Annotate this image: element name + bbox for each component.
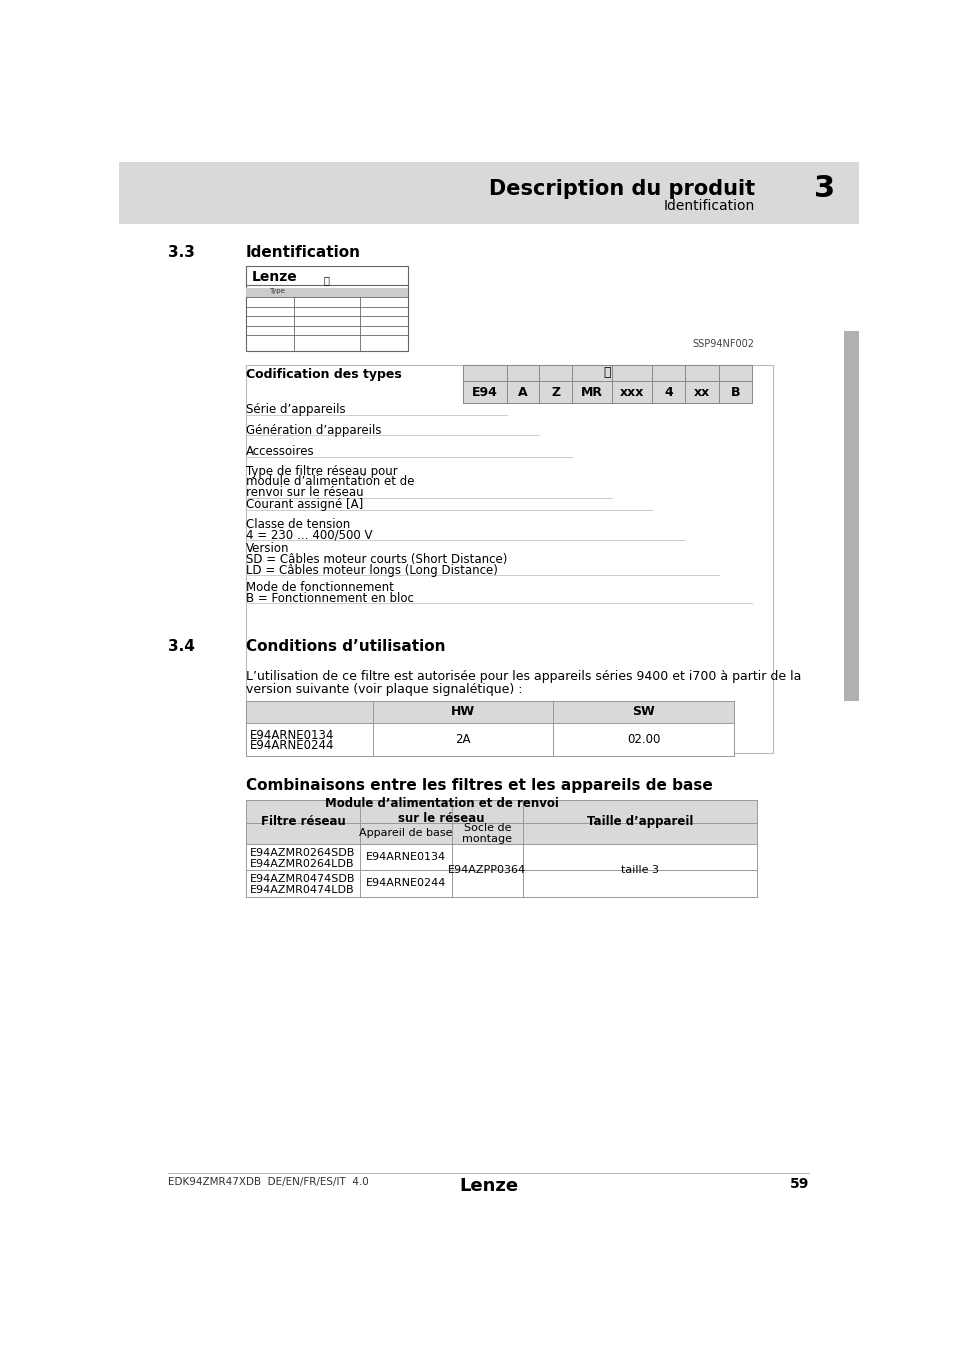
Text: HW: HW	[451, 705, 475, 718]
Text: EDK94ZMR47XDB  DE/EN/FR/ES/IT  4.0: EDK94ZMR47XDB DE/EN/FR/ES/IT 4.0	[168, 1177, 369, 1187]
Text: Socle de
montage: Socle de montage	[462, 822, 512, 844]
Text: renvoi sur le réseau: renvoi sur le réseau	[245, 486, 363, 500]
Bar	[245, 266, 408, 351]
Text: 3.3: 3.3	[168, 246, 194, 261]
Text: E94AZMR0474SDB: E94AZMR0474SDB	[249, 875, 355, 884]
Bar	[119, 162, 858, 224]
Text: ⓘ: ⓘ	[602, 366, 610, 379]
Text: Génération d’appareils: Génération d’appareils	[245, 424, 380, 437]
Bar	[462, 382, 751, 404]
Text: E94AZMR0264LDB: E94AZMR0264LDB	[249, 859, 354, 869]
Text: Type de filtre réseau pour: Type de filtre réseau pour	[245, 464, 396, 478]
Text: Conditions d’utilisation: Conditions d’utilisation	[245, 640, 445, 655]
Text: version suivante (voir plaque signalétique) :: version suivante (voir plaque signalétiq…	[245, 683, 521, 695]
Text: E94AZMR0264SDB: E94AZMR0264SDB	[249, 848, 355, 859]
Bar	[245, 799, 757, 844]
Text: 02.00: 02.00	[626, 733, 659, 747]
Text: E94AZMR0474LDB: E94AZMR0474LDB	[249, 886, 354, 895]
Text: SSP94NF002: SSP94NF002	[692, 339, 754, 350]
Text: SD = Câbles moteur courts (Short Distance): SD = Câbles moteur courts (Short Distanc…	[245, 554, 506, 566]
Text: Courant assigné [A]: Courant assigné [A]	[245, 498, 362, 512]
Text: L’utilisation de ce filtre est autorisée pour les appareils séries 9400 et i700 : L’utilisation de ce filtre est autorisée…	[245, 670, 801, 683]
Text: xxx: xxx	[619, 386, 644, 398]
Text: SW: SW	[632, 705, 654, 718]
Text: Version: Version	[245, 543, 289, 555]
Text: 3.4: 3.4	[168, 640, 194, 655]
Text: Taille d’appareil: Taille d’appareil	[586, 815, 693, 829]
Text: Description du produit: Description du produit	[488, 180, 754, 198]
Text: E94ARNE0244: E94ARNE0244	[249, 740, 334, 752]
Text: A: A	[517, 386, 527, 398]
Bar	[245, 701, 733, 722]
Text: xx: xx	[693, 386, 709, 398]
Text: 4 = 230 … 400/500 V: 4 = 230 … 400/500 V	[245, 528, 372, 541]
Text: taille 3: taille 3	[620, 865, 659, 875]
Text: MR: MR	[580, 386, 602, 398]
Text: 3: 3	[813, 174, 834, 202]
Text: B: B	[730, 386, 740, 398]
Bar	[245, 288, 408, 297]
Bar	[245, 722, 733, 756]
Text: Filtre réseau: Filtre réseau	[260, 815, 345, 829]
Text: ⓘ: ⓘ	[324, 275, 330, 285]
Bar	[245, 871, 757, 896]
Text: Identification: Identification	[662, 198, 754, 213]
Text: Appareil de base: Appareil de base	[359, 829, 453, 838]
Text: Z: Z	[551, 386, 559, 398]
Text: Série d’appareils: Série d’appareils	[245, 404, 345, 416]
Text: Module d’alimentation et de renvoi
sur le réseau: Module d’alimentation et de renvoi sur l…	[324, 796, 558, 825]
Text: Identification: Identification	[245, 246, 360, 261]
Text: Classe de tension: Classe de tension	[245, 518, 350, 531]
Text: Accessoires: Accessoires	[245, 446, 314, 459]
Text: Combinaisons entre les filtres et les appareils de base: Combinaisons entre les filtres et les ap…	[245, 778, 712, 792]
Text: E94AZPP0364: E94AZPP0364	[448, 865, 526, 875]
Text: Lenze: Lenze	[459, 1177, 517, 1195]
Bar	[462, 364, 751, 382]
Text: Codification des types: Codification des types	[245, 369, 401, 381]
Text: 2A: 2A	[456, 733, 471, 747]
Text: E94ARNE0134: E94ARNE0134	[366, 852, 446, 863]
Text: E94ARNE0244: E94ARNE0244	[365, 879, 446, 888]
Bar	[245, 364, 772, 753]
Text: B = Fonctionnement en bloc: B = Fonctionnement en bloc	[245, 591, 413, 605]
Text: E94: E94	[471, 386, 497, 398]
Text: 4: 4	[663, 386, 673, 398]
Text: module d’alimentation et de: module d’alimentation et de	[245, 475, 414, 489]
Text: 59: 59	[789, 1177, 808, 1191]
Bar	[245, 844, 757, 871]
Text: Mode de fonctionnement: Mode de fonctionnement	[245, 580, 393, 594]
Bar	[843, 331, 858, 701]
Text: Lenze: Lenze	[252, 270, 297, 284]
Text: LD = Câbles moteur longs (Long Distance): LD = Câbles moteur longs (Long Distance)	[245, 564, 497, 576]
Text: E94ARNE0134: E94ARNE0134	[249, 729, 334, 741]
Text: Type: Type	[269, 289, 284, 294]
